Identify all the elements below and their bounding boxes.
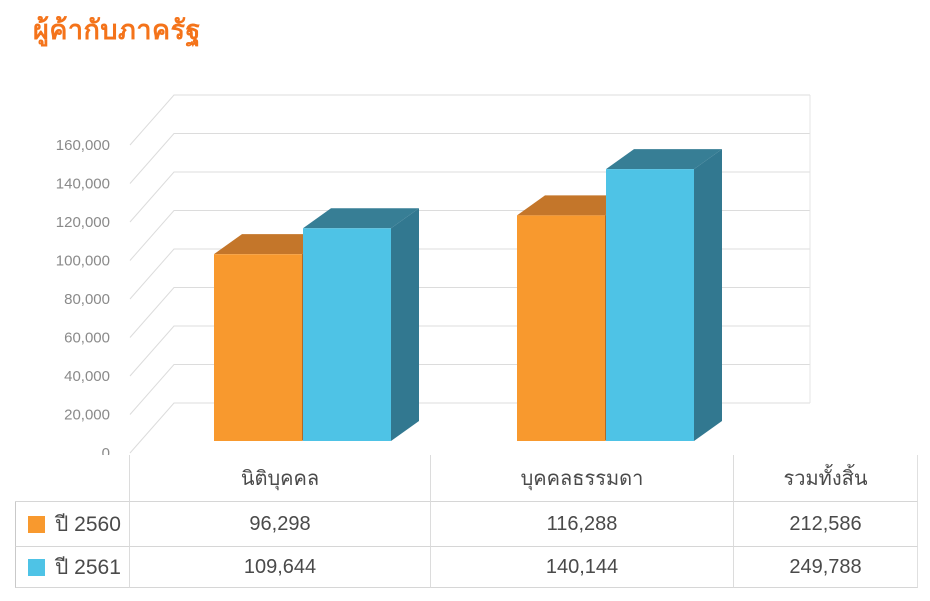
bar-front-face bbox=[303, 228, 391, 441]
bar-series-1-cat-0[interactable] bbox=[303, 208, 419, 441]
table-cell-2561-cat2: 140,144 bbox=[430, 547, 733, 588]
bar-series-1-cat-1[interactable] bbox=[606, 149, 722, 441]
gridline bbox=[129, 133, 810, 184]
gridline bbox=[129, 94, 810, 146]
legend-swatch-2560 bbox=[28, 515, 45, 533]
y-axis-tick: 140,000 bbox=[56, 176, 110, 193]
y-axis-tick: 0 bbox=[102, 445, 110, 460]
y-axis-tick: 120,000 bbox=[56, 214, 110, 231]
bar-side-face bbox=[694, 149, 722, 441]
legend-label-2560: ปี 2560 bbox=[55, 512, 121, 536]
bar-front-face bbox=[517, 215, 605, 441]
y-axis-tick: 60,000 bbox=[64, 330, 110, 347]
y-axis-tick: 80,000 bbox=[64, 291, 110, 308]
bar-top-face bbox=[214, 234, 330, 255]
table-cell-2560-cat2: 116,288 bbox=[430, 502, 733, 547]
page-title: ผู้ค้ากับภาครัฐ bbox=[33, 15, 201, 45]
table-cell-2560-total: 212,586 bbox=[733, 502, 918, 547]
table-cell-2560-cat1: 96,298 bbox=[129, 502, 430, 547]
bar-side-face bbox=[391, 208, 419, 441]
table-corner-cell bbox=[15, 455, 129, 502]
column-header-category-1: นิติบุคคล bbox=[129, 455, 430, 502]
legend-item-2560[interactable]: ปี 2560 bbox=[15, 502, 129, 547]
bar-front-face bbox=[214, 254, 302, 441]
bar-top-face bbox=[303, 208, 419, 229]
y-axis-tick: 20,000 bbox=[64, 407, 110, 424]
y-axis-tick: 100,000 bbox=[56, 253, 110, 270]
bar-chart-canvas: 160,000 140,000 120,000 100,000 80,000 60,000… bbox=[56, 94, 811, 460]
legend-swatch-2561 bbox=[28, 558, 45, 576]
gridline bbox=[129, 171, 810, 223]
bar-top-face bbox=[606, 149, 722, 170]
column-header-category-2: บุคคลธรรมดา bbox=[430, 455, 733, 502]
column-header-total: รวมทั้งสิ้น bbox=[733, 455, 918, 502]
legend-item-2561[interactable]: ปี 2561 bbox=[15, 547, 129, 588]
y-axis-tick: 40,000 bbox=[64, 368, 110, 385]
bar-top-face bbox=[517, 195, 633, 216]
legend-label-2561: ปี 2561 bbox=[55, 555, 121, 579]
y-axis-tick: 160,000 bbox=[56, 137, 110, 154]
bar-front-face bbox=[606, 169, 694, 441]
table-cell-2561-cat1: 109,644 bbox=[129, 547, 430, 588]
data-table: นิติบุคคล บุคคลธรรมดา รวมทั้งสิ้น ปี 256… bbox=[15, 455, 918, 588]
table-cell-2561-total: 249,788 bbox=[733, 547, 918, 588]
